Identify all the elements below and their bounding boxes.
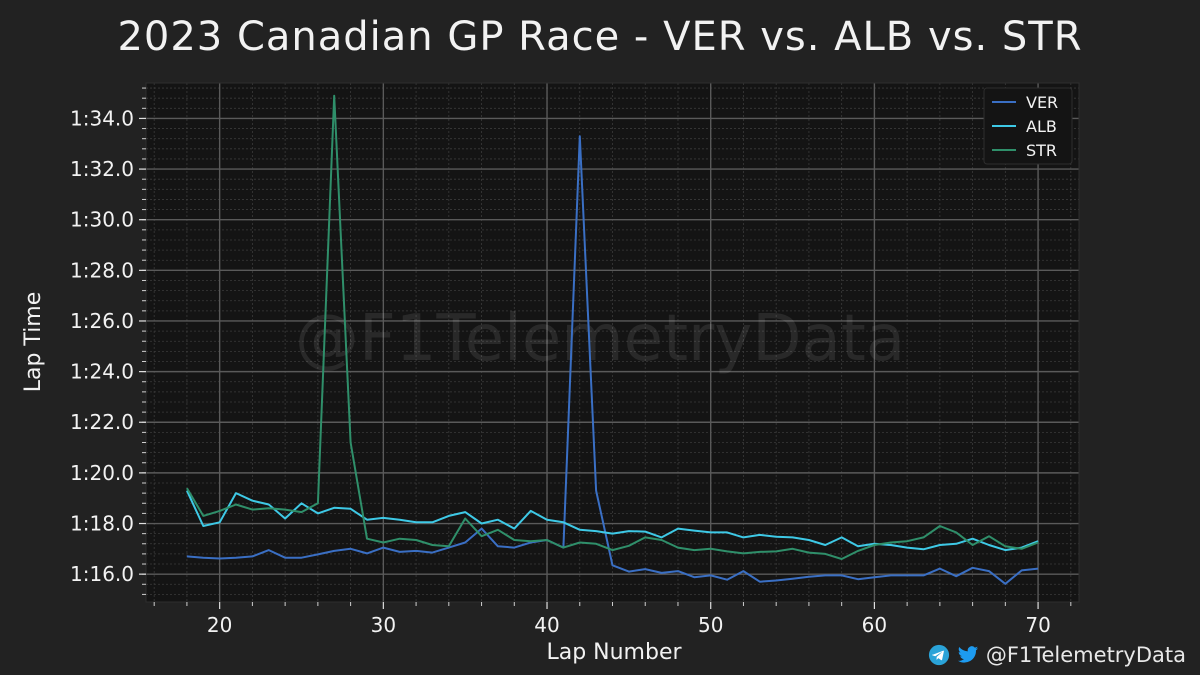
series-line-alb <box>185 490 1039 552</box>
y-tick-label: 1:30.0 <box>70 208 134 232</box>
y-tick-label: 1:34.0 <box>70 106 134 130</box>
legend-label-str: STR <box>1026 141 1057 160</box>
x-axis-label: Lap Number <box>546 640 682 665</box>
series-layer <box>185 94 1039 585</box>
x-tick-labels: 20 30 40 50 60 70 <box>207 613 1051 637</box>
series-line-str <box>186 94 1039 560</box>
y-tick-label: 1:16.0 <box>70 562 134 586</box>
credit-handle: @F1TelemetryData <box>985 643 1186 667</box>
y-tick-label: 1:26.0 <box>70 309 134 333</box>
watermark: @F1TelemetryData <box>295 302 905 376</box>
major-grid <box>146 83 1079 602</box>
credit: @F1TelemetryData <box>928 643 1186 667</box>
y-tick-label: 1:24.0 <box>70 360 134 384</box>
x-tick-label: 40 <box>534 613 559 637</box>
legend-box <box>983 87 1073 165</box>
x-tick-label: 30 <box>371 613 396 637</box>
legend: VER ALB STR <box>983 87 1073 165</box>
y-tick-label: 1:20.0 <box>70 461 134 485</box>
y-tick-labels: 1:16.0 1:18.0 1:20.0 1:22.0 1:24.0 1:26.0 1:28… <box>70 106 134 586</box>
axis-ticks <box>139 87 1072 609</box>
legend-label-ver: VER <box>1026 93 1058 112</box>
x-tick-label: 50 <box>698 613 723 637</box>
telegram-icon <box>928 644 949 666</box>
twitter-icon <box>957 646 978 663</box>
y-tick-label: 1:18.0 <box>70 512 134 536</box>
x-tick-label: 60 <box>862 613 887 637</box>
series-line-ver <box>186 135 1039 585</box>
x-tick-label: 20 <box>207 613 232 637</box>
y-tick-label: 1:32.0 <box>70 157 134 181</box>
y-axis-label: Lap Time <box>21 292 46 393</box>
y-tick-label: 1:28.0 <box>70 258 134 282</box>
x-tick-label: 70 <box>1025 613 1050 637</box>
legend-label-alb: ALB <box>1026 117 1057 136</box>
y-tick-label: 1:22.0 <box>70 410 134 434</box>
chart-title: 2023 Canadian GP Race - VER vs. ALB vs. … <box>117 14 1083 60</box>
